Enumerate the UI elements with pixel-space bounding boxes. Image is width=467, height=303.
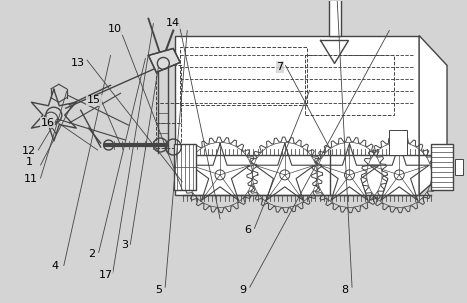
Text: 2: 2 (88, 249, 95, 259)
Bar (455, 159, 463, 175)
Bar (180, 48, 307, 105)
Text: 7: 7 (276, 62, 283, 72)
Text: 17: 17 (99, 270, 113, 280)
Text: 9: 9 (239, 285, 247, 295)
Text: 3: 3 (121, 240, 128, 250)
Text: 1: 1 (26, 157, 33, 167)
Text: 10: 10 (108, 24, 122, 34)
Bar (329, 0, 340, 35)
Text: 8: 8 (341, 285, 349, 295)
Text: 4: 4 (51, 261, 58, 271)
Text: 12: 12 (22, 146, 36, 157)
Text: 16: 16 (41, 118, 55, 128)
Bar (389, 130, 407, 155)
Text: 6: 6 (244, 225, 251, 235)
Polygon shape (419, 35, 447, 195)
Bar (156, 103, 181, 148)
Bar (174, 144, 196, 190)
Bar (304, 55, 394, 115)
Polygon shape (149, 48, 180, 72)
Text: 15: 15 (87, 95, 101, 105)
Text: 14: 14 (166, 18, 180, 28)
Bar (175, 35, 419, 195)
Bar (156, 65, 181, 123)
Bar (431, 144, 453, 190)
Text: 5: 5 (156, 285, 163, 295)
Text: 11: 11 (24, 174, 38, 184)
Text: 13: 13 (71, 58, 85, 68)
